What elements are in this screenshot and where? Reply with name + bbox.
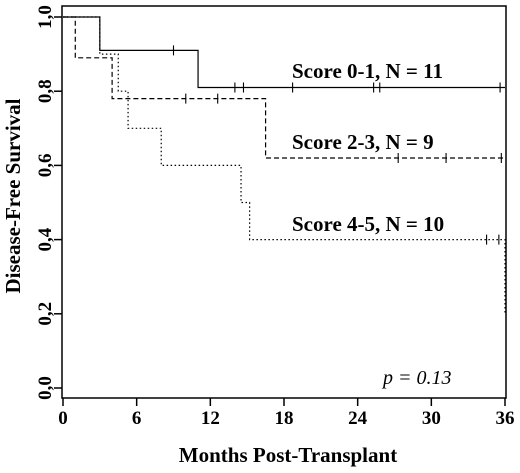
censor-marks xyxy=(172,45,502,245)
survival-curve-2 xyxy=(63,16,506,314)
series-label-score-4-5: Score 4-5, N = 10 xyxy=(292,212,444,236)
y-tick-label: 0,2 xyxy=(35,302,56,326)
p-value-annotation: p = 0.13 xyxy=(381,367,452,389)
x-tick-label: 36 xyxy=(496,408,515,429)
x-tick-label: 24 xyxy=(348,408,368,429)
y-tick-label: 0,6 xyxy=(35,154,56,178)
series-label-score-2-3: Score 2-3, N = 9 xyxy=(292,130,434,154)
x-tick-label: 0 xyxy=(58,408,68,429)
y-axis-label: Disease-Free Survival xyxy=(1,98,25,293)
x-axis-label: Months Post-Transplant xyxy=(179,443,397,467)
x-tick-label: 6 xyxy=(132,408,142,429)
y-tick-label: 1,0 xyxy=(35,5,56,29)
axis-ticks: 0 6 12 18 24 30 36 0,0 0,2 0,4 0,6 0,8 1,0 xyxy=(35,5,515,429)
x-tick-label: 18 xyxy=(275,408,294,429)
y-tick-label: 0,8 xyxy=(35,79,56,103)
survival-curves xyxy=(63,16,506,314)
y-tick-label: 0,0 xyxy=(35,376,56,400)
x-tick-label: 12 xyxy=(201,408,220,429)
survival-curve-1 xyxy=(63,16,505,159)
x-tick-label: 30 xyxy=(422,408,441,429)
survival-curve-0 xyxy=(63,16,505,89)
series-label-score-0-1: Score 0-1, N = 11 xyxy=(292,59,443,83)
y-tick-label: 0,4 xyxy=(35,227,56,251)
